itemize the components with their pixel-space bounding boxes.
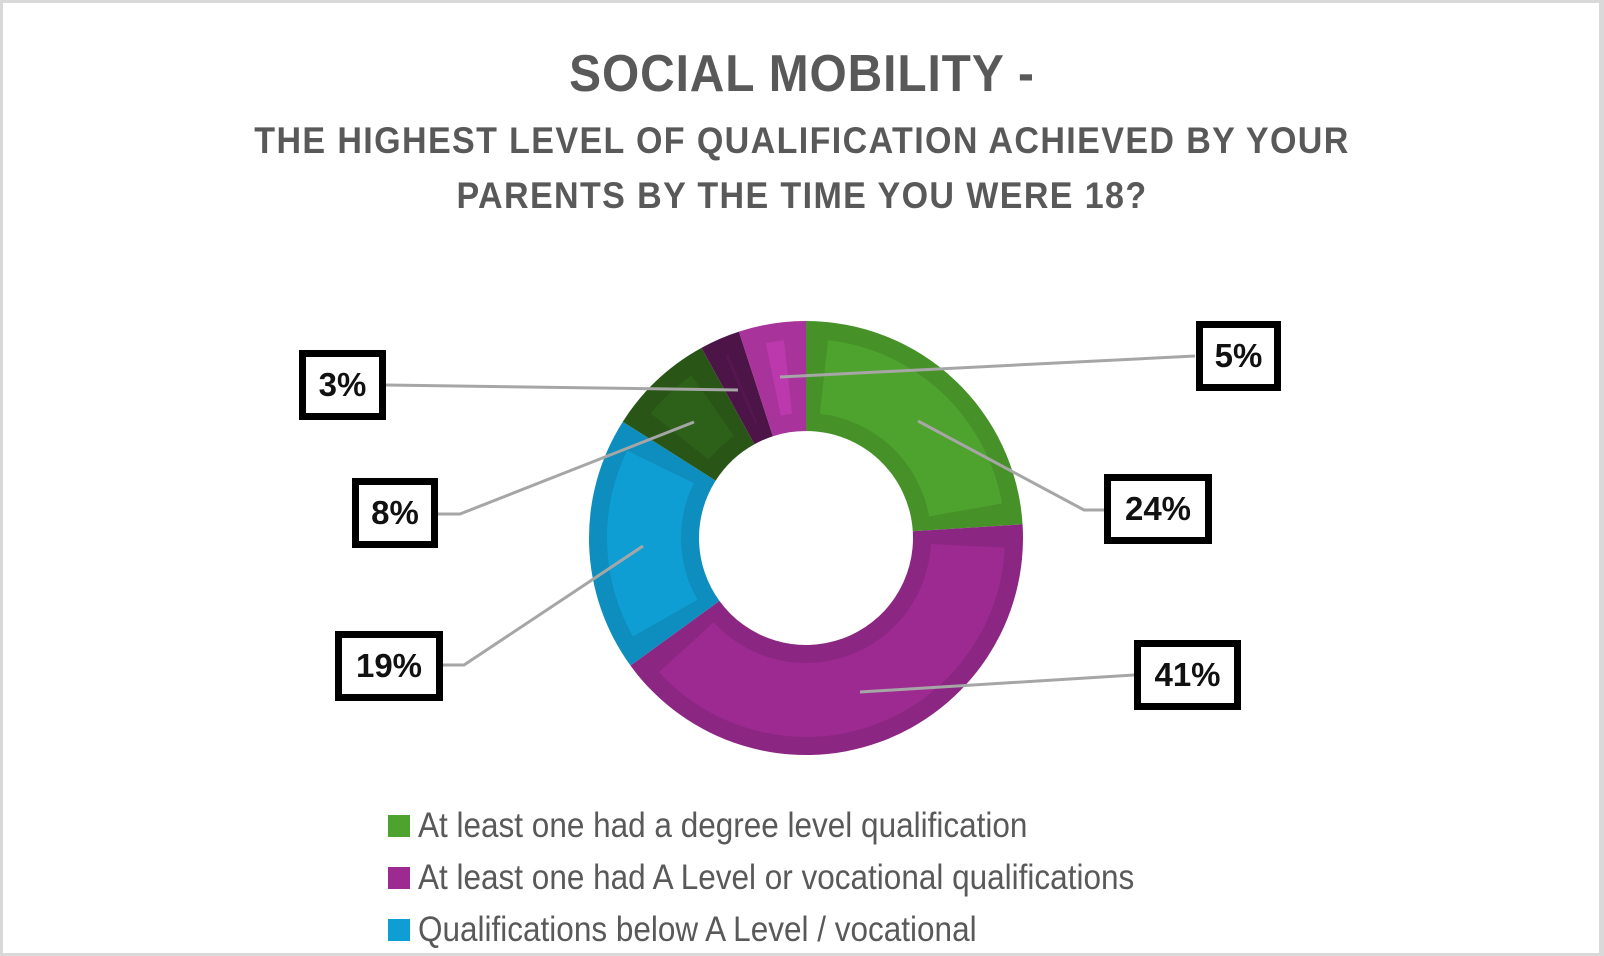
segment-highlight	[650, 375, 735, 460]
legend-label: At least one had A Level or vocational q…	[418, 858, 1135, 897]
leader-line-3	[385, 383, 739, 392]
legend-swatch-blue	[388, 919, 410, 941]
segment-highlight	[765, 340, 793, 416]
segment-highlight	[725, 354, 758, 424]
legend-swatch-purple	[388, 867, 410, 889]
leader-line-5	[779, 354, 1196, 379]
leader-line-8	[437, 420, 695, 516]
data-label-24pct: 24%	[1104, 474, 1212, 544]
data-label-3pct: 3%	[299, 350, 386, 420]
segment-highlight	[819, 340, 1002, 517]
chart-frame	[3, 3, 1599, 953]
data-label-41pct: 41%	[1134, 640, 1241, 710]
legend-item-degree: At least one had a degree level qualific…	[388, 800, 1214, 852]
leader-line-19	[443, 544, 644, 667]
legend-item-below: Qualifications below A Level / vocationa…	[388, 904, 1214, 956]
data-label-5pct: 5%	[1196, 321, 1281, 391]
legend-swatch-green	[388, 815, 410, 837]
chart-title: SOCIAL MOBILITY -	[569, 45, 1035, 103]
segment-highlight	[606, 450, 698, 637]
leader-line-41	[859, 673, 1135, 694]
data-label-8pct: 8%	[352, 478, 438, 548]
chart-subtitle-line1: THE HIGHEST LEVEL OF QUALIFICATION ACHIE…	[254, 120, 1350, 161]
segment-highlight	[658, 544, 1005, 737]
chart-legend: At least one had a degree level qualific…	[388, 800, 1214, 956]
leader-line-24	[917, 419, 1104, 512]
legend-label: At least one had a degree level qualific…	[418, 806, 1028, 845]
segment-3pct	[701, 331, 773, 445]
chart-subtitle-line2: PARENTS BY THE TIME YOU WERE 18?	[456, 175, 1148, 216]
legend-label: Qualifications below A Level / vocationa…	[418, 910, 977, 949]
data-label-19pct: 19%	[335, 631, 443, 701]
legend-item-alevel: At least one had A Level or vocational q…	[388, 852, 1214, 904]
